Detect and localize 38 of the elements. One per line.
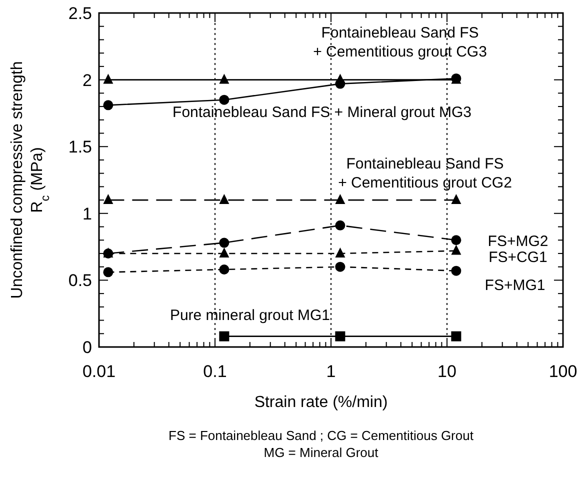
y-tick-label: 1.5 bbox=[68, 138, 92, 157]
point bbox=[219, 74, 230, 84]
y-tick-label: 1 bbox=[82, 204, 92, 224]
point bbox=[451, 235, 462, 246]
point bbox=[335, 220, 346, 230]
annotation: Fontainebleau Sand FS + Cementitious grout CG2 bbox=[338, 156, 512, 192]
annotation: FS+MG1 bbox=[484, 277, 546, 294]
y-tick-label: 0 bbox=[82, 338, 92, 357]
annotation: Pure mineral grout MG1 bbox=[170, 307, 330, 324]
annotation: FS+MG2 bbox=[488, 233, 548, 250]
y-tick-label: 0.5 bbox=[68, 271, 92, 290]
x-tick-label: 0.1 bbox=[203, 362, 227, 381]
point bbox=[335, 247, 346, 258]
point bbox=[103, 74, 114, 84]
point bbox=[103, 100, 114, 110]
annotation: Fontainebleau Sand FS + Mineral grout MG3 bbox=[172, 104, 472, 121]
point bbox=[103, 194, 114, 204]
point bbox=[219, 94, 230, 105]
point bbox=[451, 266, 462, 276]
y-tick-label: 2.5 bbox=[68, 4, 92, 23]
point bbox=[451, 194, 462, 204]
point bbox=[219, 238, 230, 248]
point bbox=[103, 267, 114, 278]
point bbox=[219, 264, 230, 275]
point bbox=[451, 244, 462, 255]
x-tick-label: 1 bbox=[326, 362, 336, 381]
x-tick-label: 100 bbox=[548, 362, 578, 381]
x-axis-title: Strain rate (%/min) bbox=[254, 394, 388, 411]
x-tick-label: 10 bbox=[438, 362, 456, 381]
y-tick-label: 2 bbox=[82, 70, 92, 90]
annotation: Fontainebleau Sand FS + Cementitious grout CG3 bbox=[313, 24, 487, 60]
text: FS = Fontainebleau Sand ; CG = Cementitious Grout MG = Mineral Grout bbox=[168, 428, 474, 460]
annotation: FS+CG1 bbox=[488, 249, 548, 266]
point bbox=[335, 194, 346, 204]
x-tick-label: 0.01 bbox=[82, 362, 116, 381]
point bbox=[219, 247, 230, 258]
point bbox=[335, 262, 346, 272]
point bbox=[219, 194, 230, 204]
